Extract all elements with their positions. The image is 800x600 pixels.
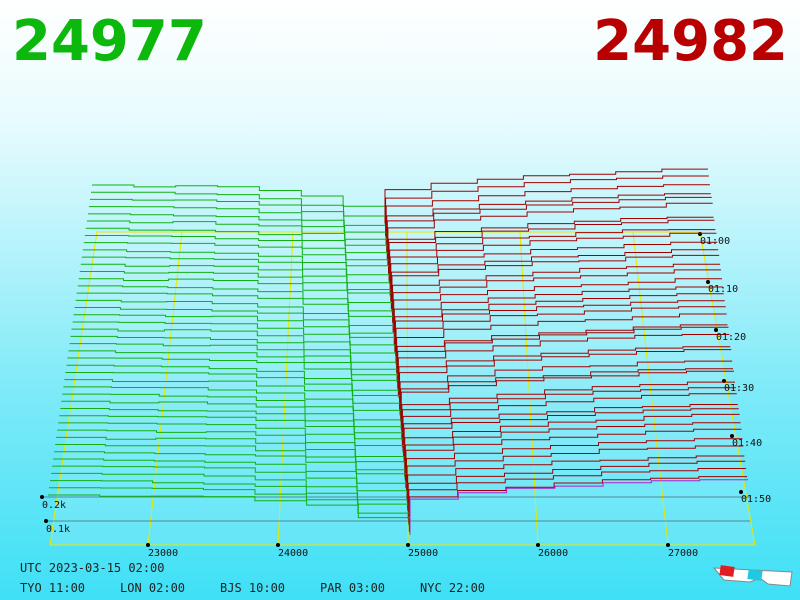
- time-label: 01:30: [724, 383, 754, 394]
- ask-depth-line: [401, 387, 736, 447]
- ask-price: 24982: [593, 9, 788, 74]
- volume-tick: [40, 495, 44, 499]
- ask-depth-line: [406, 438, 743, 491]
- ask-depth-line: [403, 408, 739, 462]
- ask-depth-line: [393, 278, 722, 333]
- stereo-glasses: [712, 565, 793, 587]
- price-label: 23000: [148, 548, 178, 559]
- price-grid-line: [519, 231, 539, 546]
- ask-depth-line: [407, 455, 745, 510]
- ask-depth-line: [408, 476, 748, 532]
- bid-depth-line: [58, 422, 405, 464]
- ask-depth-line: [396, 313, 727, 373]
- ask-depth-line: [387, 202, 713, 266]
- ask-depth-line: [390, 241, 718, 301]
- ask-depth-line: [407, 460, 746, 520]
- ask-depth-line: [400, 370, 734, 429]
- price-label: 24000: [278, 548, 308, 559]
- ask-depth-line: [408, 468, 747, 524]
- price-tick: [406, 543, 410, 547]
- ask-depth-line: [394, 293, 724, 352]
- ask-depth-line: [398, 346, 731, 398]
- bid-depth-line: [92, 184, 386, 225]
- bid-depth-line: [67, 357, 400, 399]
- zone-time: LON 02:00: [120, 581, 185, 595]
- utc-time: UTC 2023-03-15 02:00: [20, 561, 165, 575]
- ask-depth-line: [400, 368, 734, 421]
- ask-depth-line: [409, 479, 748, 534]
- zone-time: NYC 22:00: [420, 581, 485, 595]
- ask-depth-line: [386, 196, 712, 260]
- zone-time: BJS 10:00: [220, 581, 285, 595]
- ask-depth-line: [385, 184, 710, 245]
- ask-depth-line: [394, 300, 725, 355]
- price-tick: [276, 543, 280, 547]
- bid-price: 24977: [12, 9, 207, 74]
- bid-depth-line: [79, 271, 393, 313]
- time-label: 01:50: [741, 494, 771, 505]
- ask-depth-line: [396, 324, 728, 383]
- time-tick: [739, 490, 743, 494]
- ask-depth-line: [399, 349, 732, 409]
- bid-depth-line: [48, 494, 411, 535]
- time-tick: [730, 434, 734, 438]
- time-label: 01:20: [716, 332, 746, 343]
- ask-depth-line: [404, 422, 741, 480]
- ask-depth-line: [403, 404, 738, 457]
- zone-time: TYO 11:00: [20, 581, 85, 595]
- ask-depth-line: [401, 381, 735, 439]
- price-label: 27000: [668, 548, 698, 559]
- ask-depth-line: [388, 219, 715, 281]
- ask-depth-line: [397, 326, 729, 389]
- ask-depth-line: [386, 193, 711, 252]
- ask-depth-line: [405, 428, 742, 488]
- bid-depth-line: [76, 292, 395, 333]
- ask-depth-line: [399, 360, 733, 415]
- price-grid-line: [632, 231, 669, 546]
- ask-depth-line: [389, 232, 717, 295]
- ask-depth-line: [393, 286, 723, 345]
- volume-label: 0.1k: [46, 524, 70, 535]
- ask-depth-line: [392, 269, 721, 332]
- price-tick: [146, 543, 150, 547]
- price-label: 25000: [408, 548, 438, 559]
- time-tick: [714, 328, 718, 332]
- ask-depth-line: [391, 254, 720, 312]
- price-label: 26000: [538, 548, 568, 559]
- time-label: 01:10: [708, 284, 738, 295]
- volume-tick: [44, 519, 48, 523]
- time-label: 01:00: [700, 236, 730, 247]
- bid-depth-line: [54, 451, 407, 491]
- ask-depth-line: [395, 306, 726, 364]
- ask-depth-line: [404, 413, 740, 476]
- ask-depth-line: [385, 175, 709, 236]
- ask-depth-line: [389, 229, 716, 283]
- depth-lines: [48, 168, 748, 535]
- ask-depth-line: [392, 263, 721, 323]
- price-tick: [536, 543, 540, 547]
- time-label: 01:40: [732, 438, 762, 449]
- price-grid-line: [147, 231, 183, 546]
- ask-depth-line: [390, 249, 719, 309]
- volume-label: 0.2k: [42, 500, 66, 511]
- zone-time: PAR 03:00: [320, 581, 385, 595]
- time-tick: [706, 280, 710, 284]
- ask-depth-line: [406, 445, 744, 501]
- price-grid-line: [277, 231, 294, 546]
- price-tick: [666, 543, 670, 547]
- ask-depth-line: [397, 334, 730, 395]
- ask-depth-line: [402, 393, 737, 452]
- bid-depth-line: [72, 321, 397, 365]
- axis-labels: 23000 24000 25000 26000 27000 0.2k 0.1k 01:00 01…: [20, 236, 771, 595]
- ask-depth-line: [387, 216, 714, 274]
- ask-depth-line: [384, 168, 708, 223]
